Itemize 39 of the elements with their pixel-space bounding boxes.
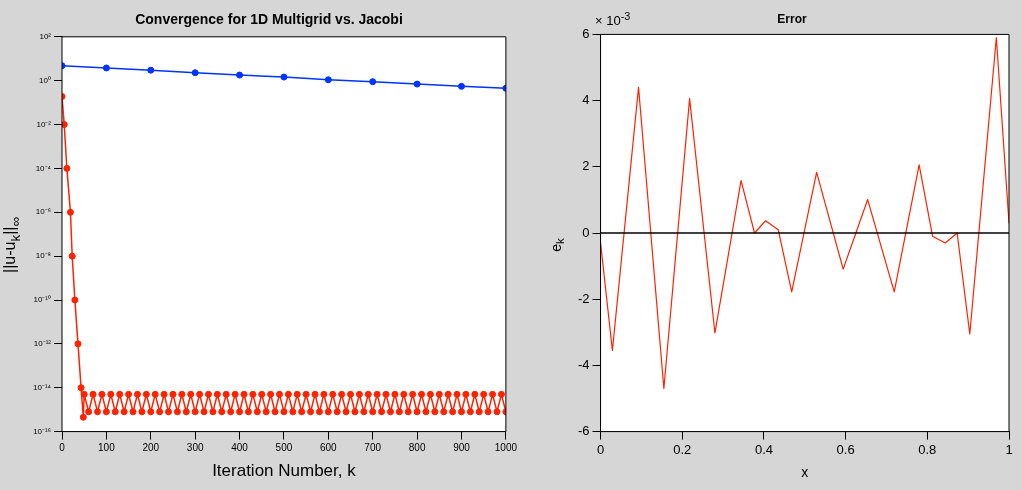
y-tick-label: 0 (582, 224, 590, 240)
y-tick-label: 6 (582, 25, 590, 41)
chart-title: Error (777, 11, 807, 26)
y-tick-label: -4 (578, 356, 590, 372)
x-tick-label: 0.8 (918, 441, 937, 457)
x-tick-label: 800 (408, 442, 426, 454)
y-tick-label: 10⁻¹⁴ (33, 382, 52, 392)
x-tick-label: 300 (186, 442, 204, 454)
y-tick-label: -6 (578, 423, 590, 439)
x-tick-label: 0.2 (673, 441, 692, 457)
y-tick-label: 10⁻⁶ (35, 207, 51, 217)
text: × 10$^{-3}$ (595, 10, 631, 29)
x-tick-label: 0 (596, 441, 605, 457)
x-tick-label: 400 (231, 442, 249, 454)
y-tick-label: 2 (582, 158, 590, 174)
chart-title: Convergence for 1D Multigrid vs. Jacobi (135, 11, 403, 28)
x-tick-label: 0.4 (754, 441, 773, 457)
y-tick-label: 4 (582, 92, 590, 108)
y-tick-label: 10⁰ (39, 75, 51, 85)
y-tick-label: 10⁻⁴ (35, 163, 52, 173)
x-tick-label: 900 (453, 442, 471, 454)
x-tick-label: 0 (59, 442, 66, 454)
y-tick-label: 10⁻² (36, 119, 52, 129)
y-tick-label: 10⁻¹² (33, 339, 52, 349)
x-tick-label: 700 (364, 442, 382, 454)
x-tick-label: 1 (1005, 441, 1013, 457)
x-tick-label: 0.6 (836, 441, 855, 457)
x-axis-title: x (801, 464, 809, 481)
x-tick-label: 600 (319, 442, 338, 454)
y-tick-label: 10⁻¹⁰ (33, 295, 51, 305)
x-tick-label: 1000 (494, 442, 518, 454)
y-tick-label: -2 (578, 290, 590, 306)
y-tick-label: 10² (39, 32, 52, 41)
x-axis-title: Iteration Number, k (212, 461, 357, 481)
x-tick-label: 200 (142, 442, 160, 454)
x-tick-label: 500 (275, 442, 293, 454)
y-tick-label: 10⁻¹⁶ (33, 426, 51, 436)
y-tick-label: 10⁻⁸ (35, 251, 51, 261)
x-tick-label: 100 (98, 442, 116, 454)
